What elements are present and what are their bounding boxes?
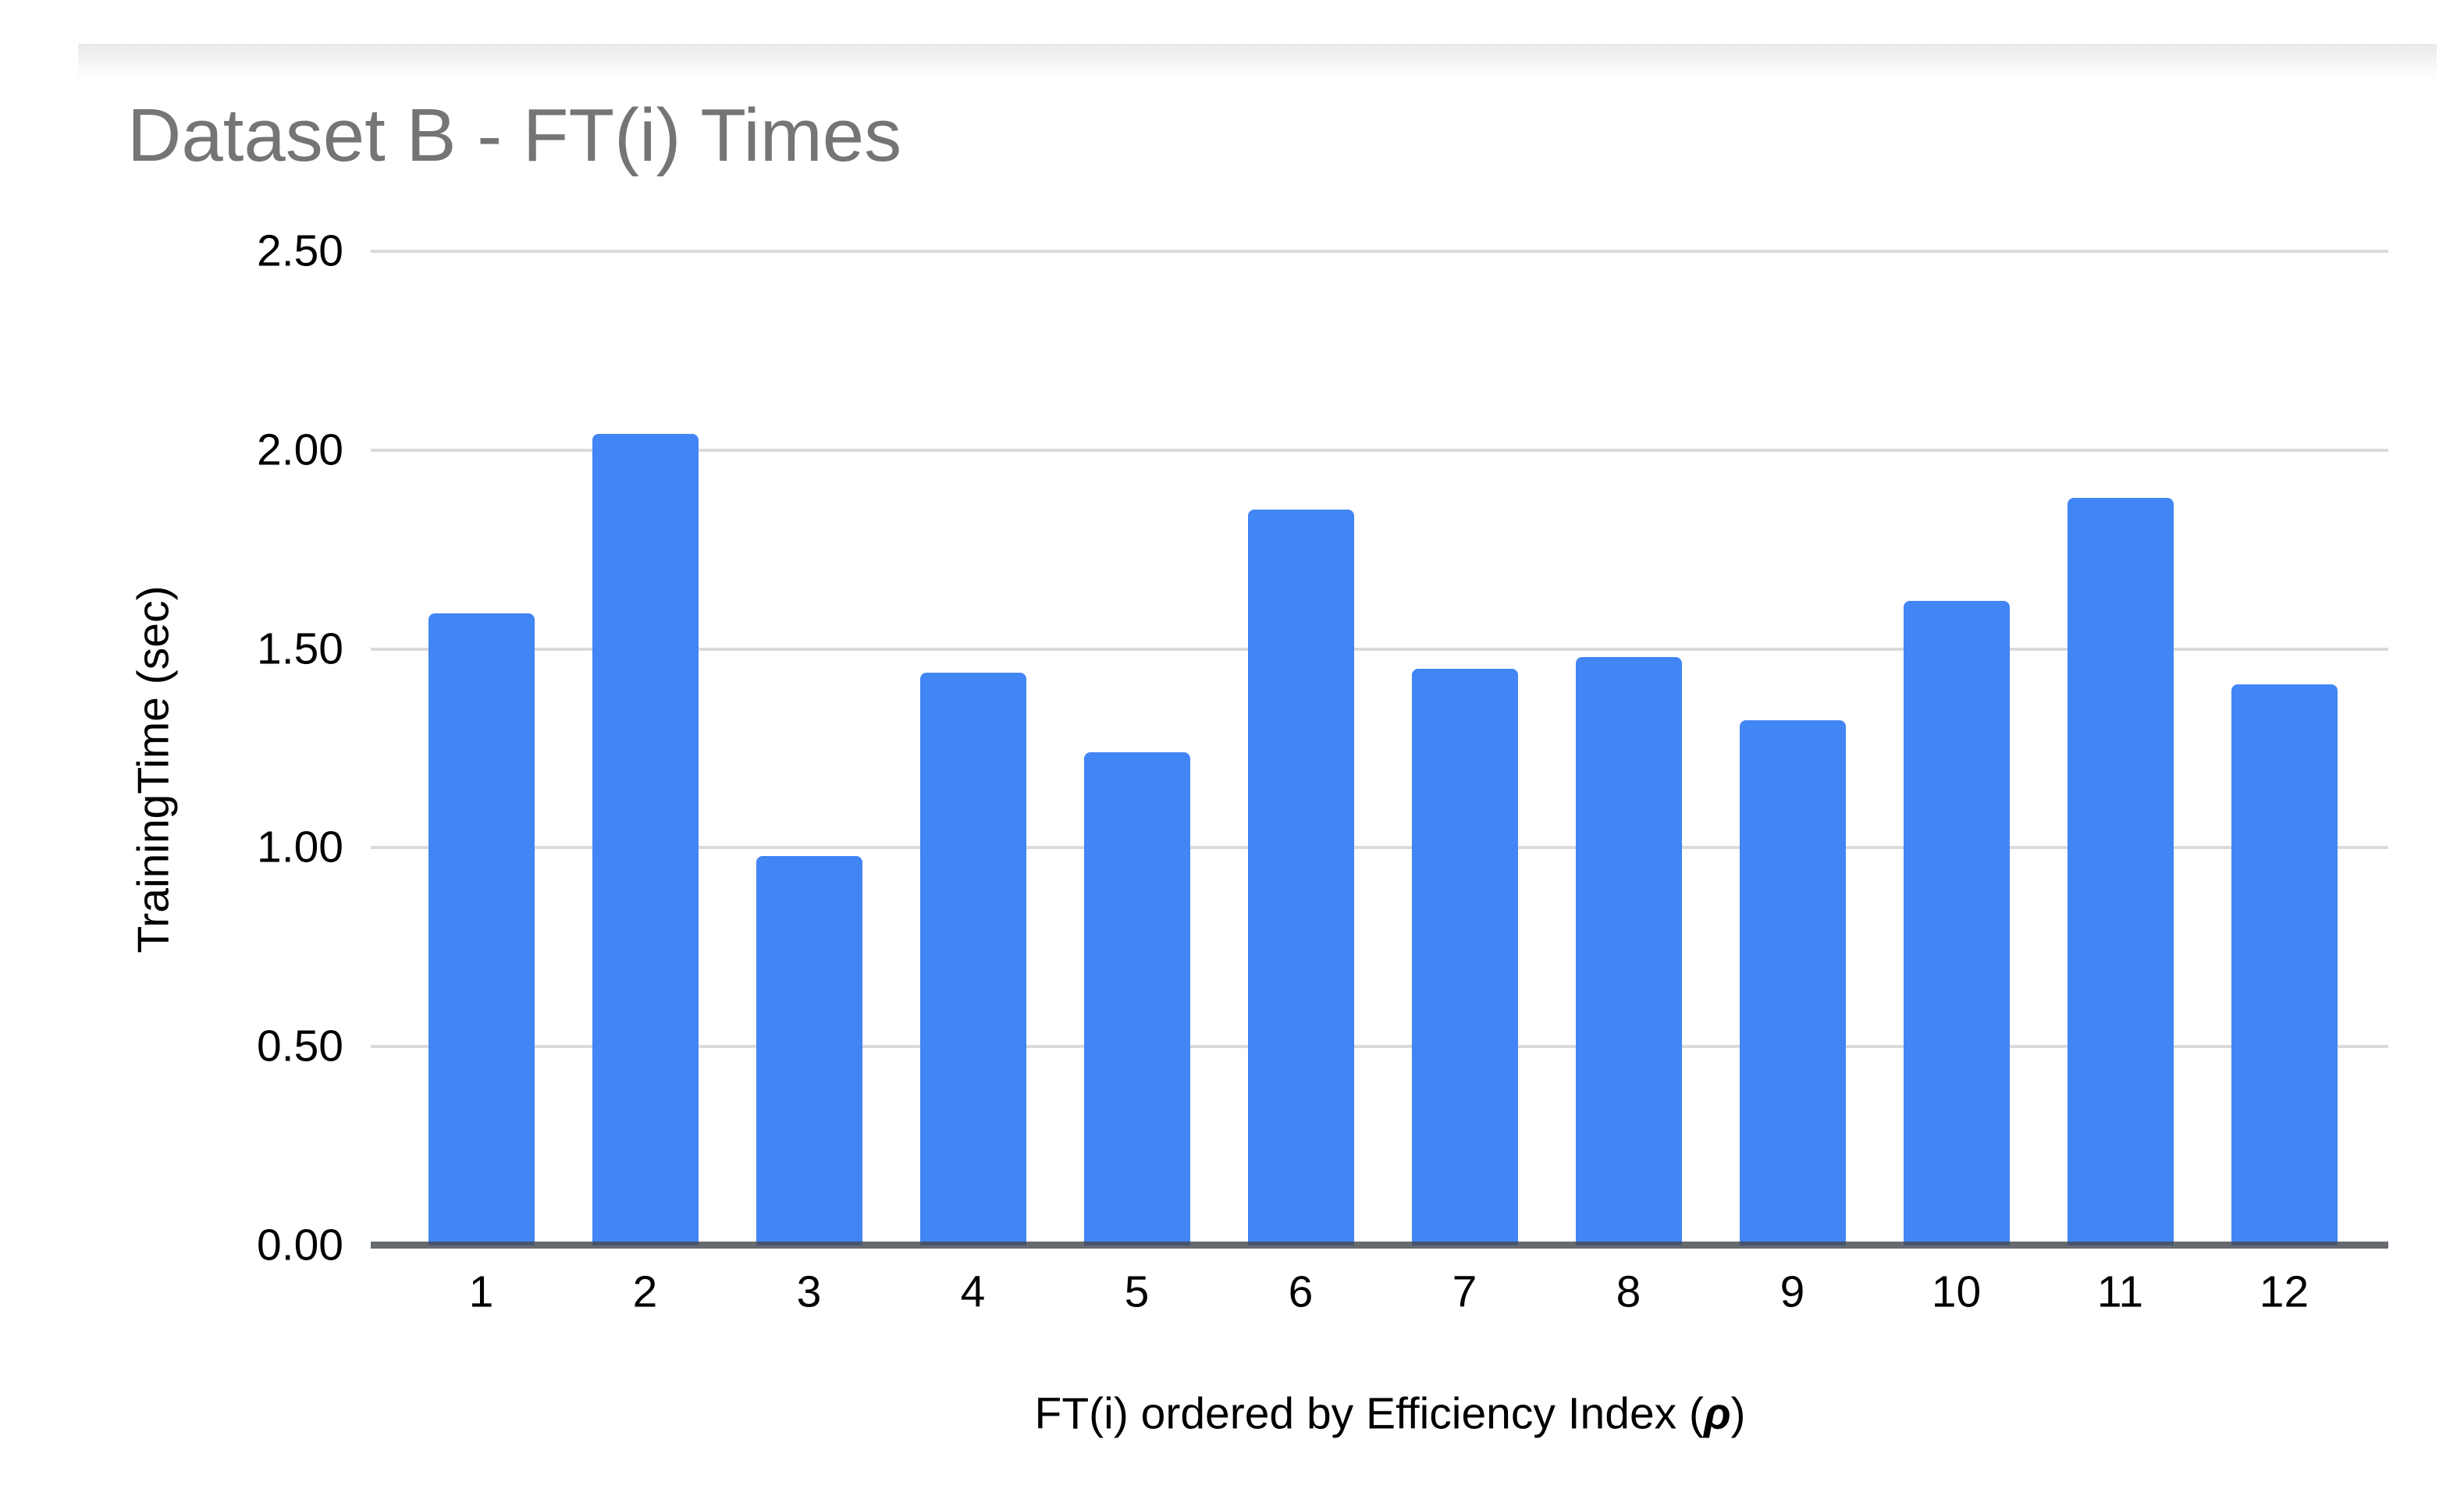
x-tick-label: 8: [1616, 1267, 1641, 1317]
x-axis-title-text-close: ): [1730, 1388, 1746, 1439]
x-tick-label: 3: [796, 1267, 822, 1317]
bar[interactable]: [592, 434, 699, 1245]
gridline: [371, 846, 2388, 850]
x-tick-label: 11: [2096, 1267, 2144, 1317]
x-axis-title-text: FT(i) ordered by Efficiency Index (: [1034, 1388, 1704, 1439]
y-tick-label: 2.50: [257, 226, 343, 276]
gridline: [371, 1045, 2388, 1049]
x-tick-label: 10: [1931, 1267, 1982, 1317]
x-axis-title: FT(i) ordered by Efficiency Index (ρ): [1034, 1388, 1746, 1439]
x-tick-label: 5: [1124, 1267, 1150, 1317]
plot-area: [371, 250, 2388, 1249]
x-tick-label: 6: [1288, 1267, 1314, 1317]
gridline: [371, 448, 2388, 452]
bar[interactable]: [1575, 656, 1682, 1245]
chart-title: Dataset B - FT(i) Times: [127, 94, 902, 177]
y-tick-label: 0.50: [257, 1021, 343, 1071]
x-tick-label: 12: [2259, 1267, 2309, 1317]
bar[interactable]: [2067, 497, 2174, 1245]
y-tick-label: 0.00: [257, 1220, 343, 1270]
bar[interactable]: [1083, 752, 1190, 1245]
gridline: [371, 647, 2388, 651]
x-axis-title-rho-symbol: ρ: [1703, 1388, 1731, 1439]
x-tick-label: 1: [468, 1267, 494, 1317]
y-tick-label: 1.50: [257, 624, 343, 674]
bar[interactable]: [1411, 669, 1518, 1245]
x-tick-label: 4: [960, 1267, 986, 1317]
bar[interactable]: [756, 855, 862, 1245]
x-tick-label: 7: [1452, 1267, 1477, 1317]
x-tick-label: 9: [1780, 1267, 1805, 1317]
x-axis-line: [371, 1242, 2388, 1249]
bar[interactable]: [919, 673, 1026, 1245]
y-tick-label: 1.00: [257, 822, 343, 872]
y-tick-label: 2.00: [257, 425, 343, 475]
bar[interactable]: [428, 613, 535, 1245]
gridline: [371, 250, 2388, 253]
bar[interactable]: [1739, 720, 1846, 1245]
bar[interactable]: [1903, 601, 2010, 1245]
chart-frame-top-edge: [78, 44, 2437, 81]
bar[interactable]: [2231, 684, 2338, 1245]
x-tick-label: 2: [632, 1267, 658, 1317]
bar[interactable]: [1247, 510, 1354, 1245]
